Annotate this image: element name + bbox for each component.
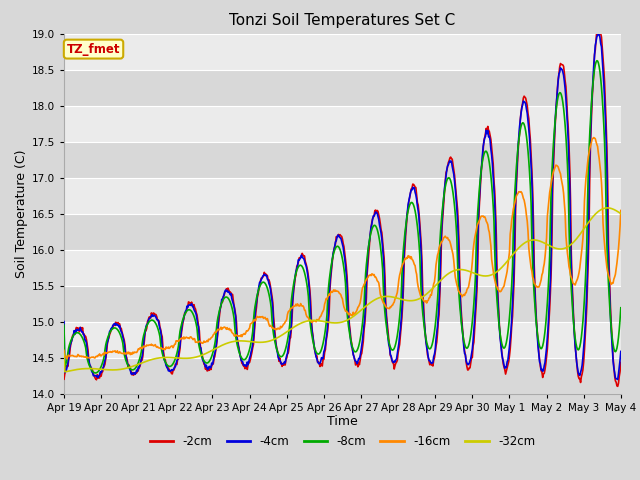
Bar xyxy=(64,178,621,214)
Bar xyxy=(64,286,621,322)
Bar xyxy=(64,142,621,178)
Text: TZ_fmet: TZ_fmet xyxy=(67,43,120,56)
Legend: -2cm, -4cm, -8cm, -16cm, -32cm: -2cm, -4cm, -8cm, -16cm, -32cm xyxy=(145,430,540,453)
Bar xyxy=(64,106,621,142)
Bar xyxy=(64,250,621,286)
Bar xyxy=(64,70,621,106)
Bar xyxy=(64,358,621,394)
Bar xyxy=(64,34,621,70)
Y-axis label: Soil Temperature (C): Soil Temperature (C) xyxy=(15,149,28,278)
X-axis label: Time: Time xyxy=(327,415,358,429)
Title: Tonzi Soil Temperatures Set C: Tonzi Soil Temperatures Set C xyxy=(229,13,456,28)
Bar xyxy=(64,322,621,358)
Bar xyxy=(64,214,621,250)
